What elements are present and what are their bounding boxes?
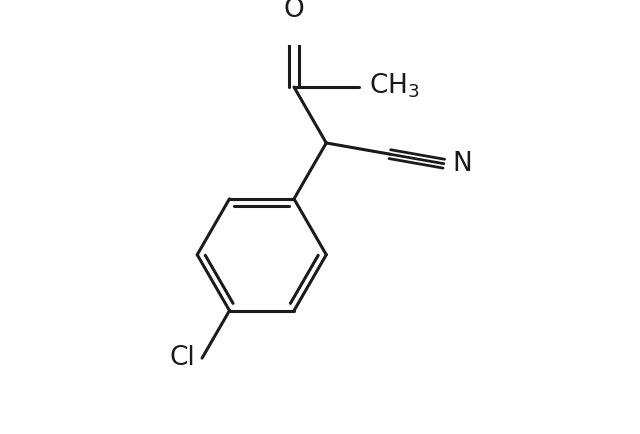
- Text: N: N: [453, 151, 472, 177]
- Text: CH$_3$: CH$_3$: [369, 71, 420, 99]
- Text: Cl: Cl: [169, 345, 195, 371]
- Text: O: O: [284, 0, 305, 23]
